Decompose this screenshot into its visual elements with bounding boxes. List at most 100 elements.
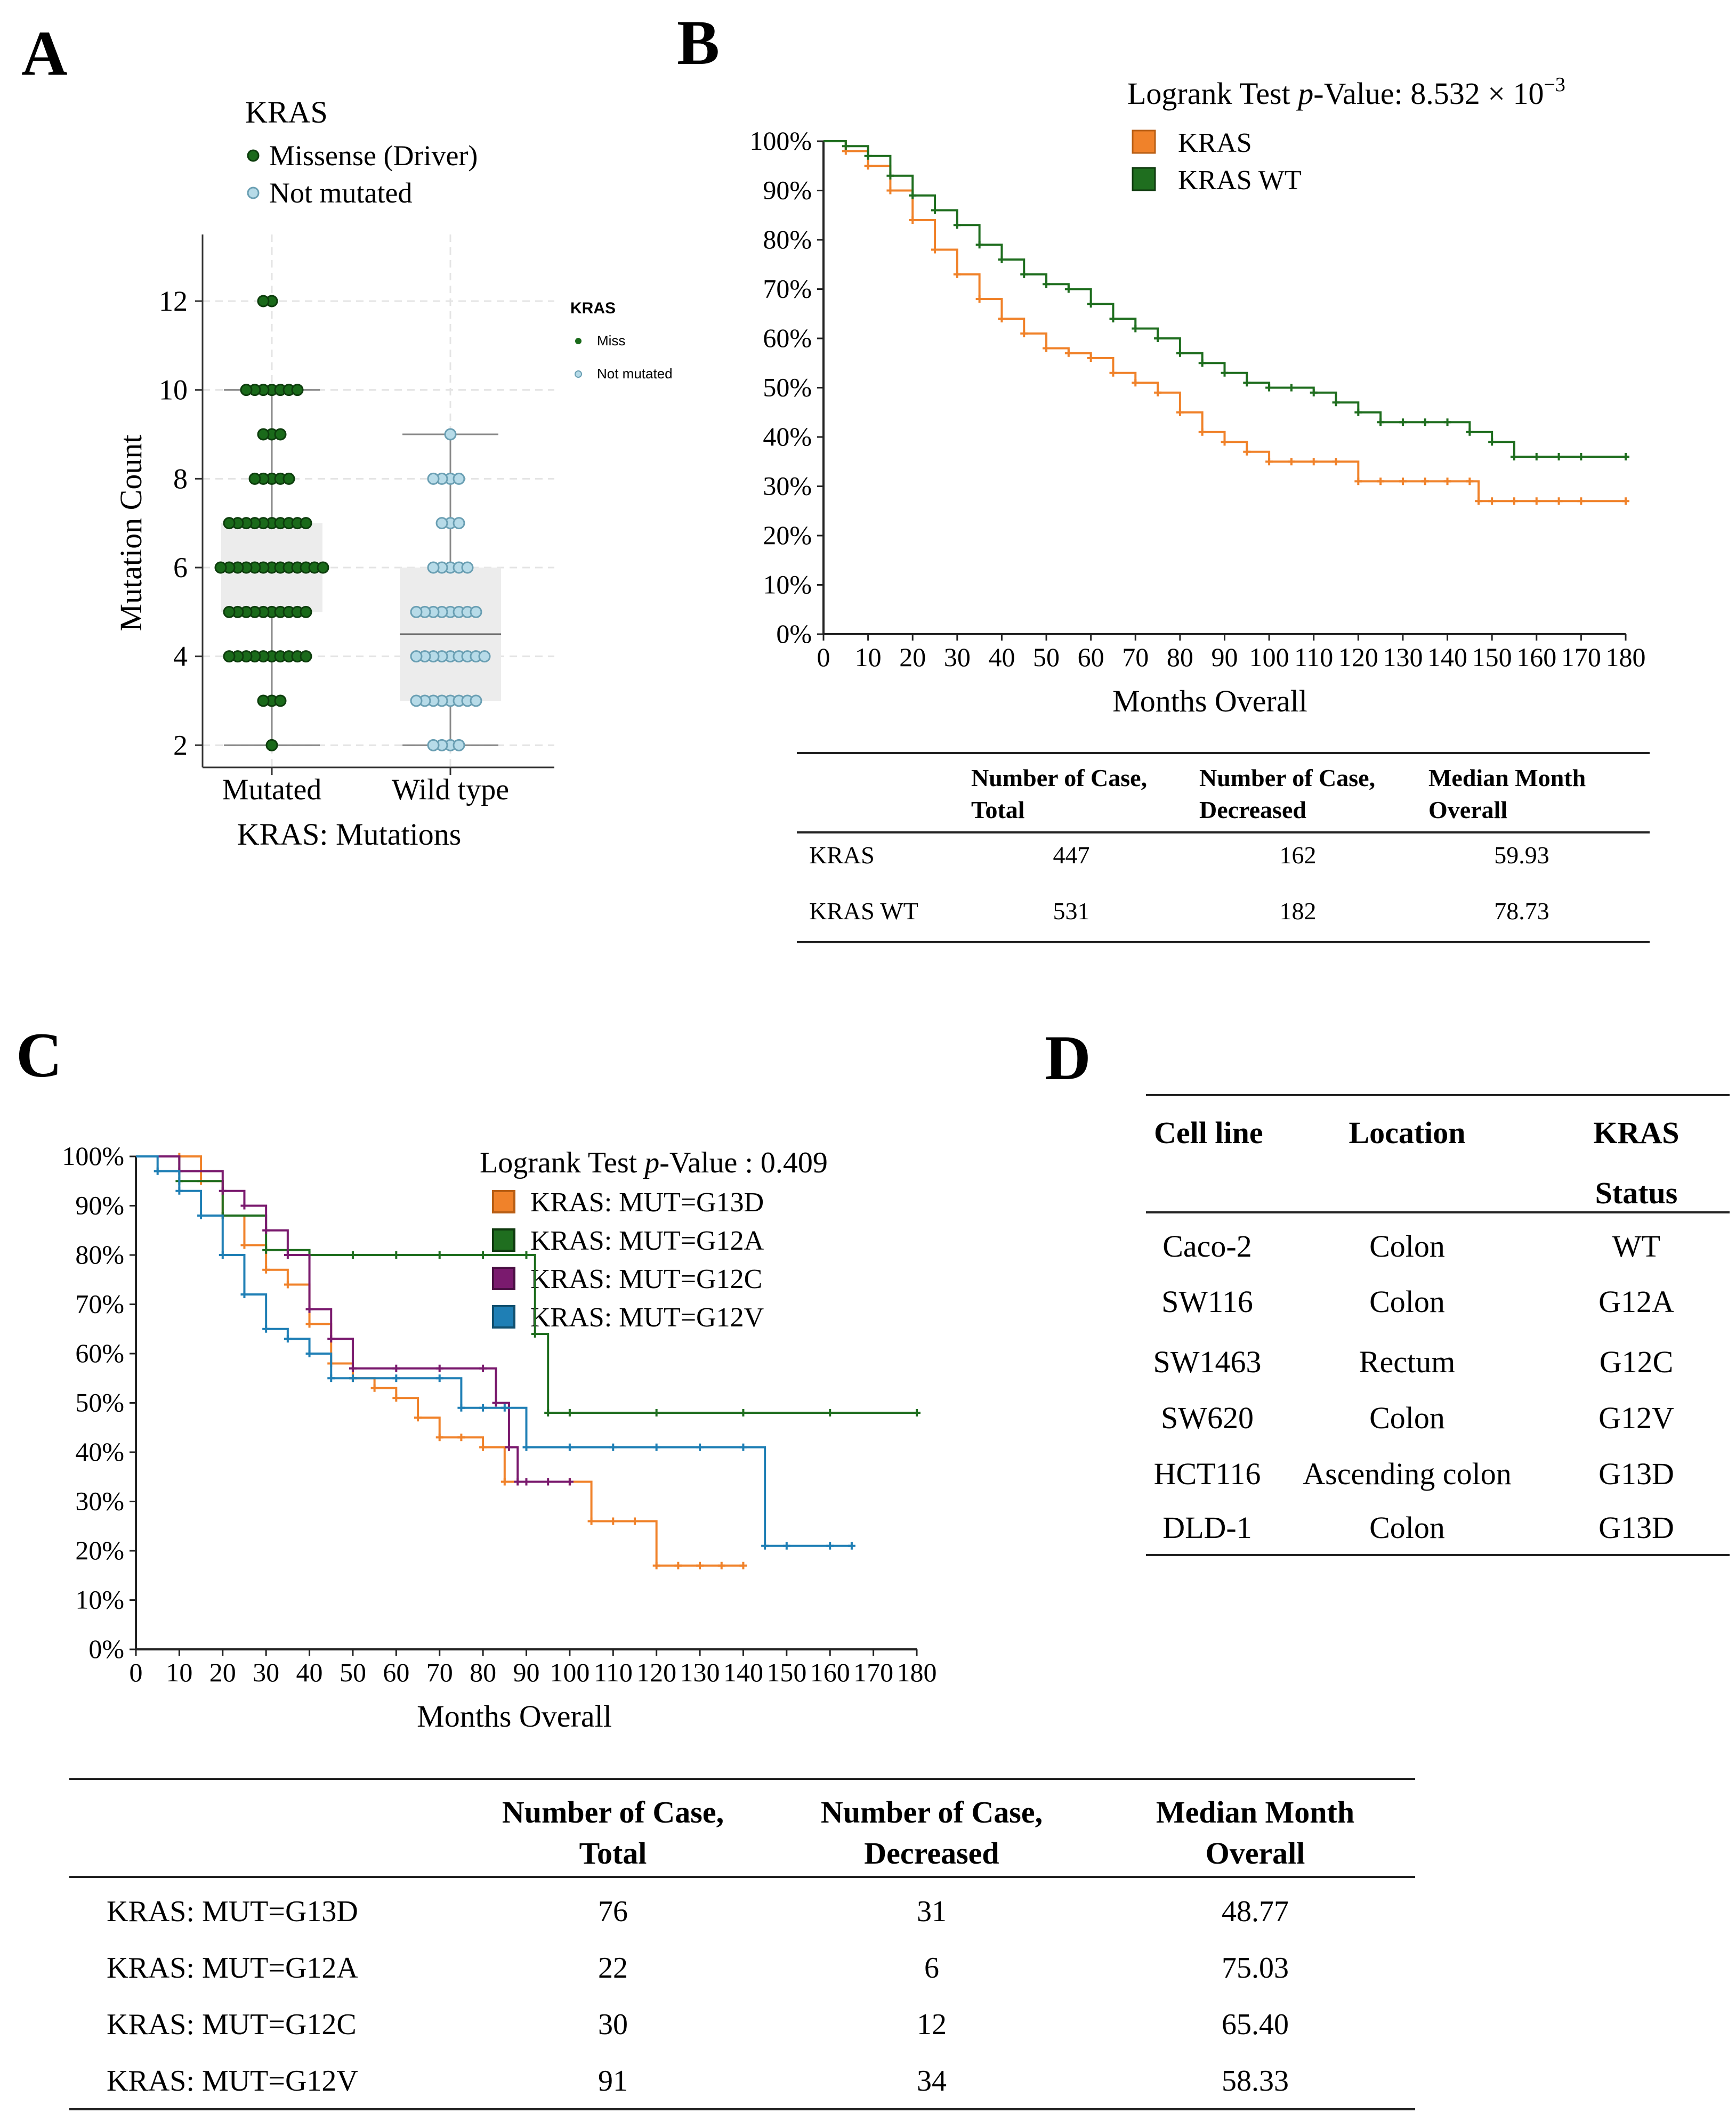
point-a-0-26 [223,517,236,530]
table-c-h3-b: Overall [1206,1836,1305,1871]
table-b-r0-c3: 59.93 [1494,841,1549,869]
table-d-row-0-cell: Caco-2 [1162,1229,1252,1264]
point-a-0-63 [265,739,278,751]
km-c-tick-label-x-0: 0 [130,1657,143,1687]
km-b-tick-label-x-4: 40 [988,642,1015,672]
point-a-1-0 [444,428,457,441]
km-c-censor-0-5 [262,1266,270,1274]
km-c-censor-3-24 [826,1542,834,1550]
km-c-censor-2-4 [262,1226,270,1234]
table-d-h2b: Status [1595,1176,1678,1210]
km-c-tick-label-x-5: 50 [340,1657,366,1687]
km-c-censor-3-8 [305,1350,313,1357]
point-a-1-3 [453,472,465,485]
km-c-censor-0-6 [284,1281,292,1289]
km-c-tick-label-x-17: 170 [853,1657,893,1687]
km-c-tick-label-y-7: 70% [75,1289,124,1319]
km-b-series-0 [823,140,1626,503]
table-d-row-0-location: Colon [1369,1229,1445,1264]
table-b-h2-b: Decreased [1199,796,1306,823]
table-c-row-2-decreased: 12 [917,2008,947,2041]
km-b-censor-1-20 [1265,384,1273,392]
table-b: Number of Case, Total Number of Case, De… [809,764,1586,925]
km-b-censor-0-27 [1421,477,1429,485]
table-c-h1-b: Total [579,1836,647,1871]
legend-a-title: KRAS [245,95,328,129]
point-a-0-8 [291,384,304,396]
km-c-tick-label-x-4: 40 [296,1657,323,1687]
table-d-row-1-status: G12A [1598,1284,1674,1319]
point-a-0-16 [282,472,295,485]
table-c-row-1-median: 75.03 [1222,1952,1289,1985]
table-b-r1-c1: 531 [1053,897,1090,925]
table-d-h2: KRAS [1593,1115,1679,1150]
legend-b-kras: KRAS [1178,128,1252,158]
km-c-censor-3-19 [652,1443,660,1451]
table-b-r1-c2: 182 [1280,897,1317,925]
km-b-censor-1-31 [1510,453,1518,460]
panel-a-boxplot: KRAS Missense (Driver) Not mutated KRAS … [114,95,673,852]
km-b-tick-label-x-18: 180 [1606,642,1646,672]
km-b-censor-0-21 [1287,458,1295,466]
km-c-censor-0-22 [652,1561,660,1569]
legend-c-swatch-3 [492,1305,515,1329]
km-c-tick-label-y-1: 10% [75,1585,124,1615]
km-b-censor-1-18 [1221,369,1229,377]
km-c-censor-0-25 [717,1561,725,1569]
legend-c-swatch-0 [492,1190,515,1213]
panel-label-a: A [21,18,68,88]
km-c-censor-2-12 [492,1399,500,1407]
km-c-tick-label-x-13: 130 [680,1657,720,1687]
panel-b-title-exp: −3 [1544,74,1565,96]
table-d-row-2-status: G12C [1600,1345,1674,1379]
km-c-tick-label-y-8: 80% [75,1240,124,1269]
km-b-tick-label-y-5: 50% [763,373,812,402]
km-b-censor-1-10 [1043,280,1051,288]
km-b-tick-label-x-3: 30 [944,642,971,672]
inset-legend-notmut-marker [575,370,582,378]
point-a-1-7 [453,517,465,530]
table-c-row-0-median: 48.77 [1222,1895,1289,1928]
km-b-tick-label-y-7: 70% [763,274,812,304]
panel-b-title-p: p [1296,76,1313,111]
km-b-censor-0-26 [1399,477,1407,485]
km-b-censor-1-17 [1198,359,1206,367]
km-c-tick-label-x-7: 70 [426,1657,453,1687]
km-c-censor-2-6 [305,1305,313,1313]
km-b-censor-1-7 [975,241,983,249]
km-b-censor-0-35 [1577,497,1585,505]
km-c-series-0 [136,1155,744,1567]
km-c-tick-label-x-6: 60 [383,1657,409,1687]
km-c-censor-3-17 [566,1443,574,1451]
km-b-censor-1-32 [1532,453,1540,460]
km-c-censor-3-25 [847,1542,855,1550]
table-d-row-4-location: Ascending colon [1303,1456,1511,1491]
km-c-censor-1-16 [913,1409,921,1416]
legend-b-kras-swatch [1132,129,1156,154]
km-b-censor-0-25 [1377,477,1385,485]
km-b-censor-0-3 [886,187,894,195]
km-c-censor-0-16 [500,1478,508,1486]
point-a-0-58 [300,650,312,663]
km-b-censor-1-3 [886,172,894,180]
km-b-censor-1-15 [1154,335,1162,342]
km-b-censor-0-8 [998,315,1006,322]
km-b-censor-0-36 [1622,497,1629,505]
km-b-censor-0-16 [1176,408,1184,416]
panel-a-xcat-1: Wild type [392,773,509,806]
panel-a-xcat-0: Mutated [222,773,322,806]
km-c-tick-label-x-3: 30 [253,1657,279,1687]
km-c-censor-1-11 [544,1409,552,1416]
km-c-tick-label-x-9: 90 [513,1657,540,1687]
km-b-tick-label-x-8: 80 [1167,642,1193,672]
km-c-censor-0-26 [739,1561,747,1569]
km-b-censor-0-19 [1243,448,1251,456]
panel-c-axes: 0% 10% 20% 30% 40% 50% 60% 70% 80% 90% 100% 0 10 20 30… [62,1141,936,1687]
km-c-censor-0-13 [435,1434,443,1442]
table-b-r1-c0: KRAS WT [809,897,918,925]
km-c-censor-3-3 [197,1212,205,1219]
panel-c-title-p: p [642,1146,659,1179]
km-b-tick-label-x-2: 20 [899,642,926,672]
table-c-h1-a: Number of Case, [502,1795,724,1829]
km-c-censor-1-10 [531,1330,539,1338]
